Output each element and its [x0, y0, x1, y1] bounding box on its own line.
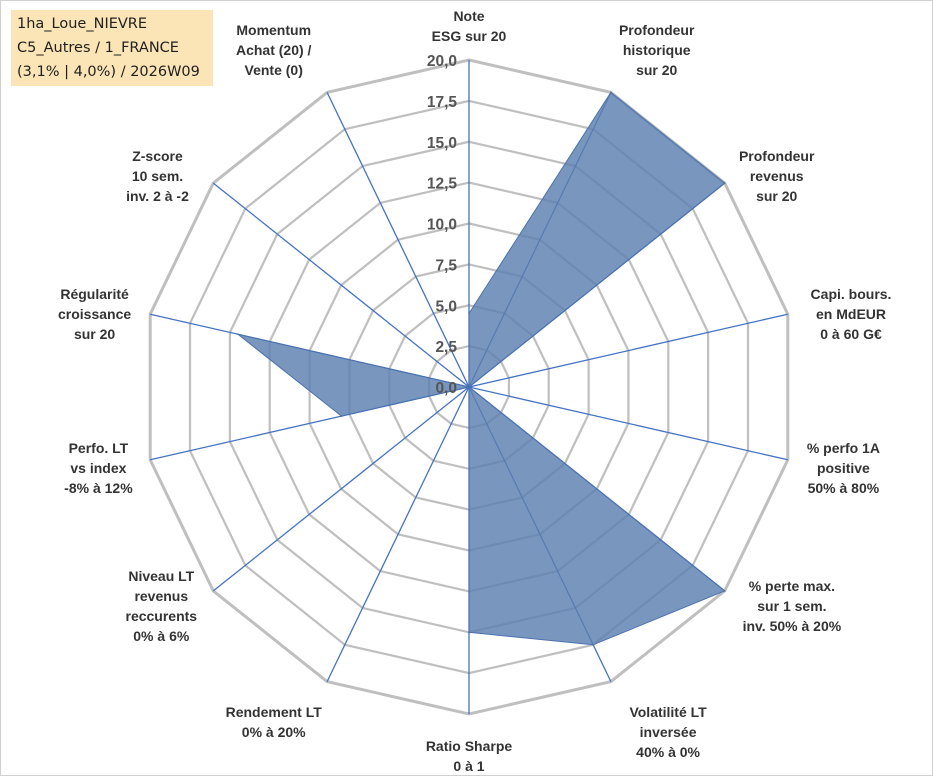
radar-axis-labels: Note ESG sur 20 Profondeur historique sur 20…	[58, 8, 891, 774]
tick-label: 7,5	[435, 257, 457, 274]
axis-label: historique	[623, 42, 691, 58]
data-point	[468, 386, 470, 388]
axis-label: sur 20	[756, 188, 797, 204]
axis-label: Volatilité LT	[629, 704, 707, 720]
data-point	[468, 312, 470, 315]
axis-label: inv. 50% à 20%	[743, 618, 842, 634]
axis-label: Régularité	[60, 286, 129, 302]
axis-label: 0 à 1	[453, 758, 484, 774]
tick-label: 12,5	[427, 176, 458, 193]
data-point	[723, 182, 726, 184]
axis-spoke	[326, 92, 470, 388]
axis-label: revenus	[134, 588, 188, 604]
axis-spoke	[212, 182, 470, 388]
axis-label: Vente (0)	[245, 62, 303, 78]
axis-label: croissance	[58, 306, 131, 322]
axis-label: Z-score	[132, 148, 183, 164]
axis-spoke	[326, 386, 470, 682]
axis-label: ESG sur 20	[432, 28, 507, 44]
axis-label: 0% à 20%	[242, 724, 306, 740]
axis-label: 50% à 80%	[808, 480, 880, 496]
axis-label: sur 1 sem.	[757, 598, 826, 614]
axis-label: Capi. bours.	[811, 286, 892, 302]
tick-label: 10,0	[427, 217, 457, 234]
data-point	[592, 644, 594, 646]
axis-label: -8% à 12%	[64, 480, 133, 496]
axis-spoke	[212, 386, 470, 592]
axis-label: reccurents	[126, 608, 198, 624]
tick-label: 5,0	[435, 298, 457, 315]
axis-label: Note	[453, 8, 484, 24]
axis-label: Niveau LT	[128, 568, 194, 584]
axis-label: % perte max.	[749, 578, 835, 594]
axis-label: en MdEUR	[816, 306, 886, 322]
axis-label: 10 sem.	[132, 168, 183, 184]
axis-label: Profondeur	[619, 22, 695, 38]
data-point	[468, 631, 470, 634]
tick-label: 15,0	[427, 135, 457, 152]
info-line-name: 1ha_Loue_NIEVRE	[17, 16, 148, 32]
axis-label: Momentum	[236, 22, 311, 38]
axis-label: 0% à 6%	[133, 628, 190, 644]
data-point	[723, 590, 726, 592]
info-box: 1ha_Loue_NIEVRE C5_Autres / 1_FRANCE (3,…	[11, 10, 213, 86]
axis-label: Achat (20) /	[236, 42, 312, 58]
data-point	[237, 333, 239, 336]
axis-label: positive	[817, 460, 870, 476]
axis-label: sur 20	[636, 62, 677, 78]
tick-label: 2,5	[435, 339, 457, 356]
tick-label: 0,0	[435, 380, 457, 397]
axis-label: Rendement LT	[226, 704, 323, 720]
data-point	[610, 91, 612, 94]
axis-spoke	[468, 313, 788, 388]
axis-label: inversée	[640, 724, 697, 740]
info-line-stats: (3,1% | 4,0%) / 2026W09	[17, 64, 200, 80]
tick-label: 20,0	[427, 53, 457, 70]
axis-label: Ratio Sharpe	[426, 738, 513, 754]
info-line-category: C5_Autres / 1_FRANCE	[17, 40, 179, 56]
radar-tick-labels: 0,0 2,5 5,0 7,5 10,0 12,5 15,0 17,5 20,0	[427, 53, 458, 397]
axis-label: Profondeur	[739, 148, 815, 164]
series-area	[237, 91, 726, 646]
data-point	[340, 415, 343, 417]
axis-label: sur 20	[74, 326, 115, 342]
axis-label: vs index	[70, 460, 126, 476]
axis-label: 0 à 60 G€	[820, 326, 882, 342]
axis-label: % perfo 1A	[807, 440, 880, 456]
axis-spoke	[468, 386, 788, 461]
axis-label: 40% à 0%	[636, 744, 700, 760]
axis-label: revenus	[750, 168, 804, 184]
axis-label: inv. 2 à -2	[126, 188, 189, 204]
radar-series	[237, 91, 726, 646]
axis-label: Perfo. LT	[69, 440, 129, 456]
tick-label: 17,5	[427, 94, 458, 111]
